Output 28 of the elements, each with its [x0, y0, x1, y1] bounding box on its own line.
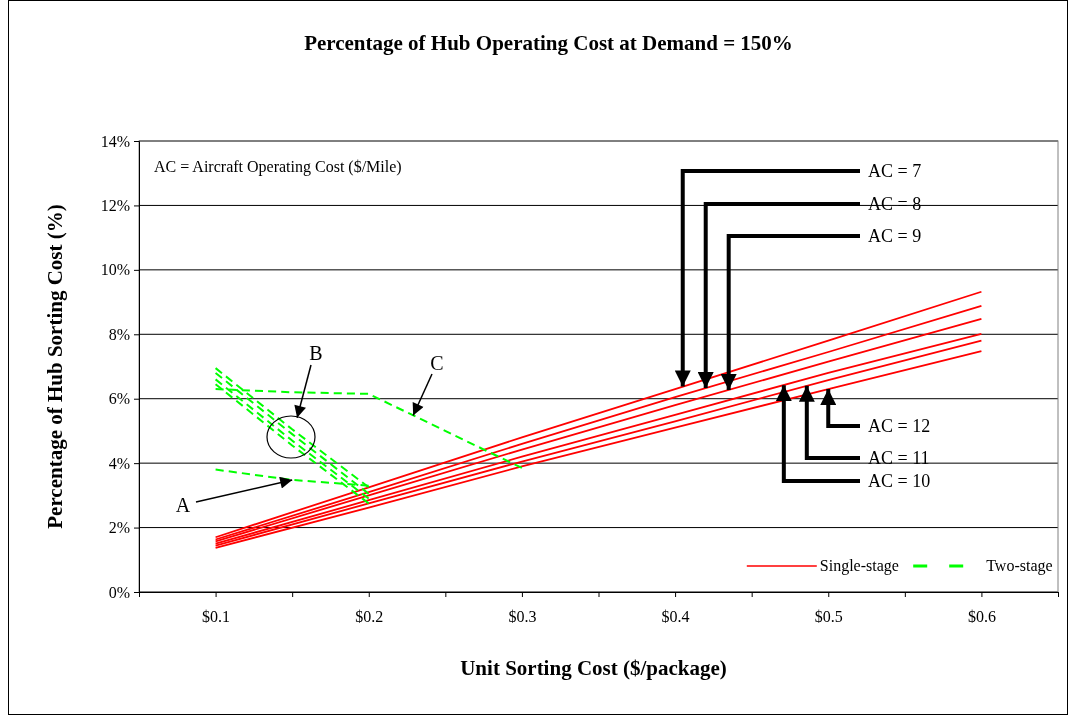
y-tick-label: 10% — [100, 261, 130, 279]
annotation: B — [309, 342, 323, 364]
annotation: AC = 12 — [868, 416, 931, 436]
y-tick-label: 2% — [108, 519, 130, 537]
annotation: AC = Aircraft Operating Cost ($/Mile) — [154, 158, 402, 176]
legend-label: Two-stage — [986, 557, 1053, 575]
annotation: C — [430, 352, 444, 374]
annotation: A — [175, 494, 191, 516]
y-axis-title: Percentage of Hub Sorting Cost (%) — [43, 204, 67, 529]
y-tick-label: 8% — [108, 325, 130, 343]
x-tick-label: $0.4 — [661, 608, 690, 626]
y-tick-label: 14% — [100, 132, 130, 150]
x-axis-title: Unit Sorting Cost ($/package) — [460, 656, 727, 680]
y-tick-label: 12% — [100, 197, 130, 215]
x-tick-label: $0.6 — [967, 608, 996, 626]
x-tick-label: $0.5 — [814, 608, 843, 626]
x-tick-label: $0.1 — [202, 608, 231, 626]
x-tick-label: $0.2 — [355, 608, 384, 626]
annotation: AC = 9 — [868, 226, 922, 246]
x-tick-label: $0.3 — [508, 608, 537, 626]
y-tick-label: 4% — [108, 454, 130, 472]
annotation: AC = 7 — [868, 161, 922, 181]
y-tick-label: 6% — [108, 390, 130, 408]
annotation: AC = 11 — [868, 448, 930, 468]
legend-label: Single-stage — [819, 557, 899, 575]
y-tick-label: 0% — [108, 583, 130, 601]
annotation: AC = 10 — [868, 471, 931, 491]
chart-title: Percentage of Hub Operating Cost at Demand = 150% — [304, 31, 793, 55]
